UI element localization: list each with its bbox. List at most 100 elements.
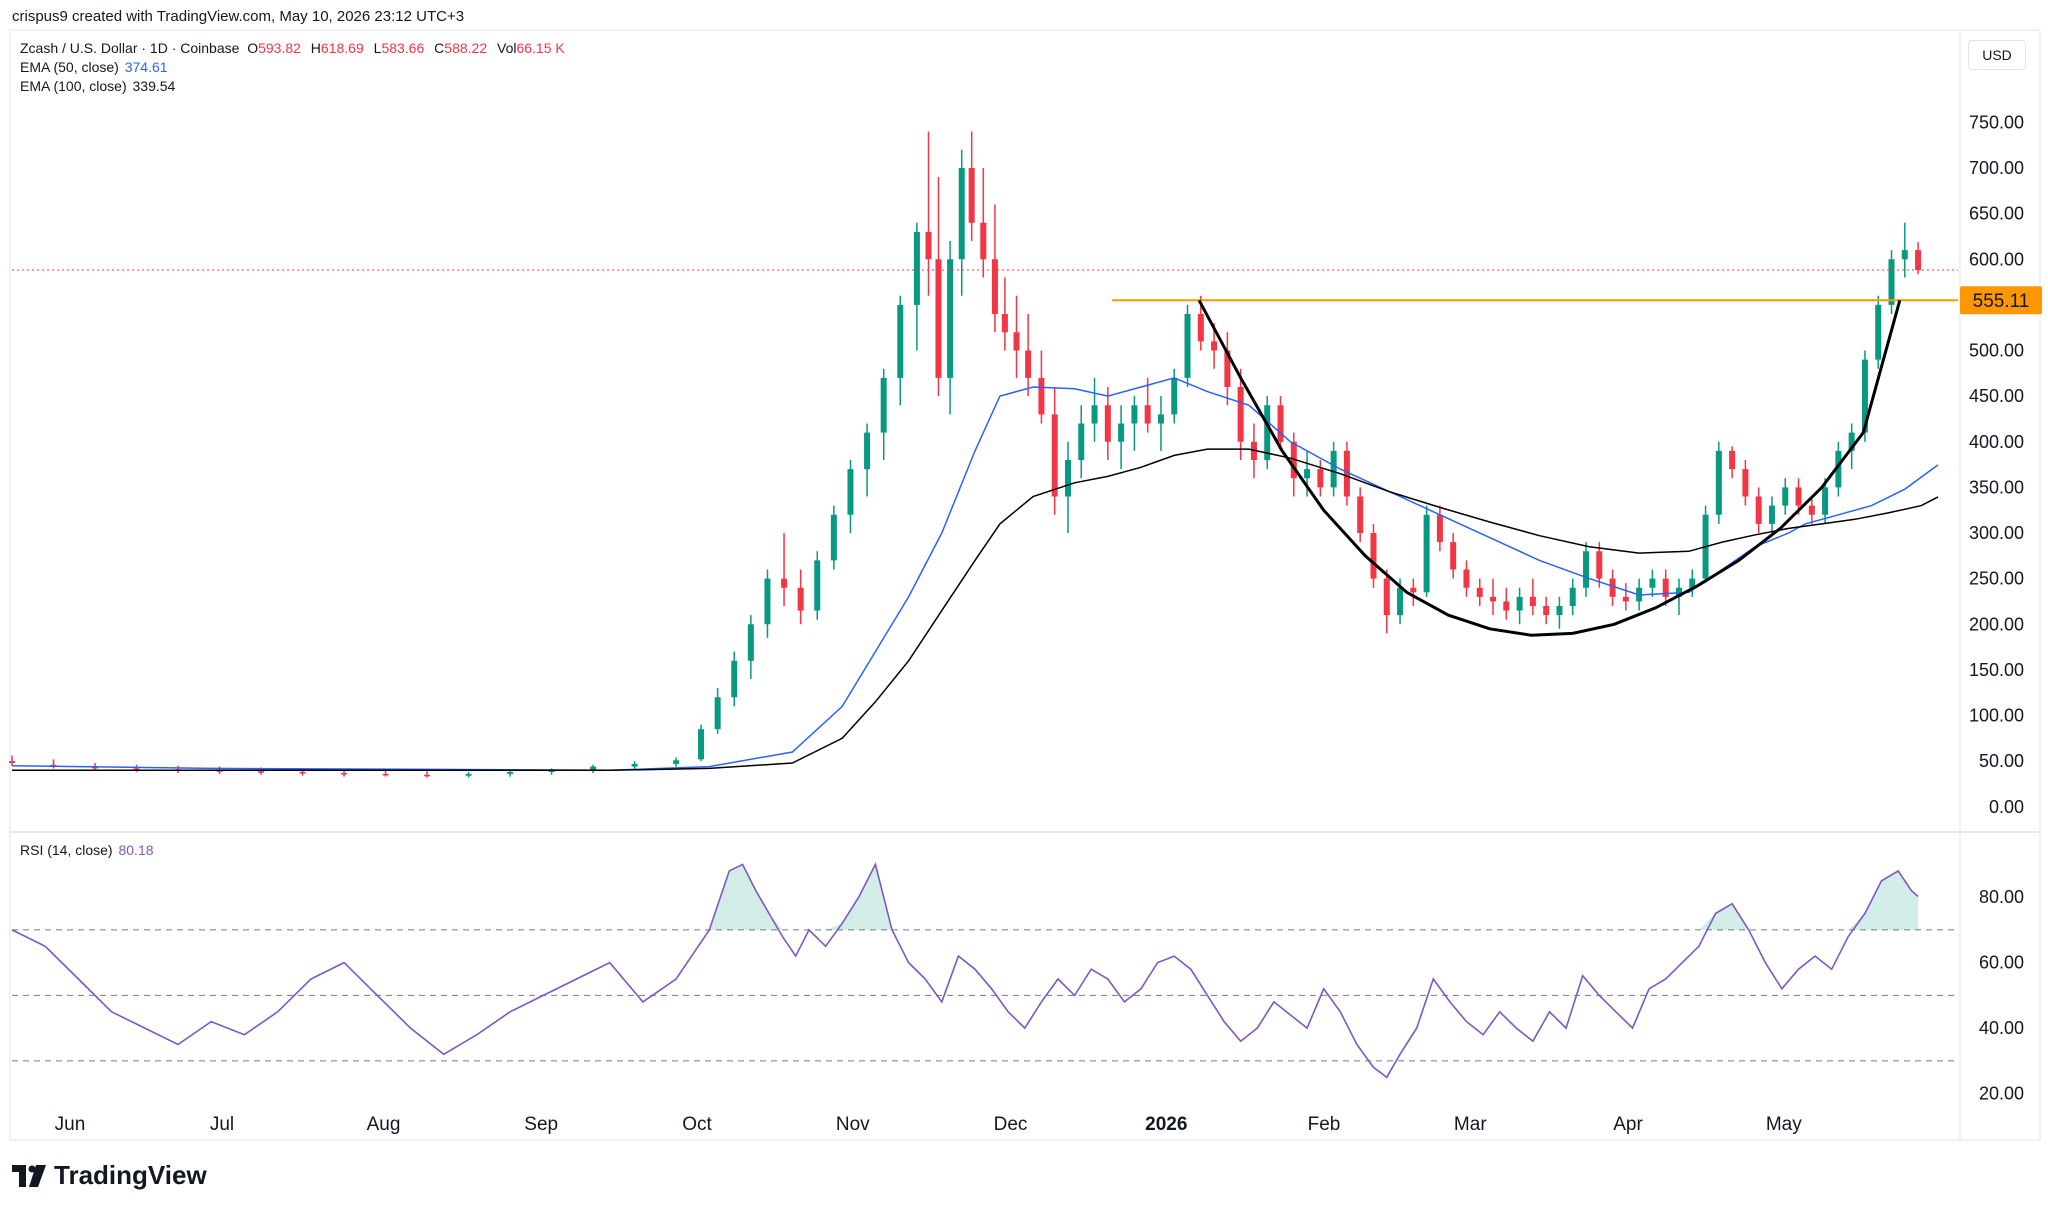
- candle-body: [1025, 350, 1032, 378]
- candle-body: [1808, 505, 1815, 515]
- candle-body: [1901, 250, 1908, 260]
- price-tick-label: 650.00: [1969, 204, 2024, 224]
- candle-body: [258, 771, 265, 773]
- rsi-tick-label: 20.00: [1979, 1084, 2024, 1104]
- candle-body: [1410, 587, 1417, 593]
- candle-body: [631, 763, 638, 767]
- candle-body: [1436, 514, 1443, 543]
- candle-body: [1383, 578, 1390, 616]
- candle-body: [1450, 542, 1457, 570]
- symbol-label[interactable]: Zcash / U.S. Dollar · 1D · Coinbase: [20, 40, 240, 56]
- time-tick-label: Oct: [682, 1114, 712, 1135]
- time-tick-label: Aug: [367, 1114, 401, 1135]
- time-tick-label: Dec: [994, 1114, 1028, 1135]
- candle-body: [1835, 450, 1842, 488]
- candle-body: [1755, 496, 1762, 524]
- candle-body: [1848, 432, 1855, 451]
- time-tick-label: Apr: [1613, 1114, 1643, 1135]
- candle-body: [1715, 450, 1722, 515]
- price-tick-label: 700.00: [1969, 158, 2024, 178]
- tradingview-logo-icon: [12, 1164, 46, 1187]
- candle-body: [1649, 578, 1656, 588]
- rsi-tick-label: 80.00: [1979, 887, 2024, 907]
- resistance-price-tag: [1960, 286, 2042, 315]
- candle-body: [1729, 450, 1736, 470]
- candle-body: [1622, 596, 1629, 602]
- price-tick-label: 0.00: [1989, 797, 2024, 817]
- candle-body: [764, 578, 771, 625]
- candle-body: [1013, 332, 1020, 351]
- candle-body: [897, 304, 904, 378]
- candle-body: [1875, 304, 1882, 360]
- rsi-overbought-fill: [12, 864, 1919, 930]
- candle-body: [913, 231, 920, 305]
- chart-credit: crispus9 created with TradingView.com, M…: [12, 8, 465, 25]
- rsi-tick-label: 40.00: [1979, 1018, 2024, 1038]
- chart-frame: [9, 29, 2041, 1141]
- candle-body: [1915, 250, 1922, 270]
- close-label: C: [434, 40, 445, 56]
- candle-body: [548, 770, 555, 773]
- candle-body: [1157, 414, 1164, 424]
- candle-body: [935, 259, 942, 378]
- candle-body: [1463, 569, 1470, 588]
- legend-ema100[interactable]: EMA (100, close) 339.54: [20, 78, 175, 94]
- candle-body: [1304, 469, 1311, 479]
- candle-body: [9, 761, 15, 763]
- candle-body: [1118, 423, 1125, 442]
- close-value: 588.22: [444, 40, 488, 56]
- volume-value: 66.15 K: [516, 40, 565, 56]
- candle-body: [1503, 601, 1510, 611]
- high-value: 618.69: [320, 40, 364, 56]
- candle-body: [1397, 587, 1404, 616]
- candle-body: [814, 560, 821, 611]
- candle-body: [1742, 469, 1749, 497]
- candle-body: [1529, 596, 1536, 606]
- candle-body: [1583, 551, 1590, 588]
- price-tick-label: 750.00: [1969, 112, 2024, 132]
- candle-body: [1662, 578, 1669, 597]
- candle-body: [465, 773, 472, 776]
- open-value: 593.82: [258, 40, 301, 56]
- candle-body: [1330, 450, 1337, 488]
- candle-body: [864, 432, 871, 470]
- candle-body: [1001, 314, 1008, 333]
- candle-body: [1064, 460, 1071, 497]
- time-tick-label: May: [1766, 1114, 1802, 1135]
- legend-ema50[interactable]: EMA (50, close) 374.61: [20, 59, 168, 75]
- price-tick-label: 300.00: [1969, 523, 2024, 543]
- legend-rsi[interactable]: RSI (14, close) 80.18: [20, 842, 154, 858]
- candle-body: [299, 772, 306, 774]
- legend-main: Zcash / U.S. Dollar · 1D · Coinbase O593…: [20, 40, 571, 56]
- tradingview-logo[interactable]: TradingView: [12, 1160, 207, 1191]
- candle-body: [1144, 405, 1151, 424]
- candle-body: [1211, 341, 1218, 351]
- low-value: 583.66: [381, 40, 425, 56]
- candle-body: [714, 697, 721, 730]
- candle-body: [424, 774, 431, 777]
- candle-body: [1423, 514, 1430, 593]
- currency-button[interactable]: USD: [1968, 40, 2026, 70]
- candle-body: [1171, 377, 1178, 415]
- resistance-price-label: 555.11: [1973, 291, 2030, 312]
- candle-body: [590, 766, 597, 771]
- candle-body: [1888, 259, 1895, 305]
- candle-body: [1343, 450, 1350, 497]
- price-tick-label: 100.00: [1969, 706, 2024, 726]
- candle-body: [797, 587, 804, 611]
- ema50-label: EMA (50, close): [20, 59, 119, 75]
- candle-body: [1556, 606, 1563, 616]
- candle-body: [830, 514, 837, 561]
- time-tick-label: Mar: [1454, 1114, 1487, 1135]
- volume-label: Vol: [497, 40, 517, 56]
- candle-body: [1370, 533, 1377, 579]
- price-tick-label: 250.00: [1969, 569, 2024, 589]
- open-label: O: [247, 40, 259, 56]
- candle-body: [1038, 377, 1045, 415]
- candle-body: [382, 773, 389, 776]
- candle-body: [1768, 505, 1775, 524]
- ema100-line: [12, 448, 1939, 772]
- candle-body: [341, 772, 348, 775]
- low-label: L: [373, 40, 382, 56]
